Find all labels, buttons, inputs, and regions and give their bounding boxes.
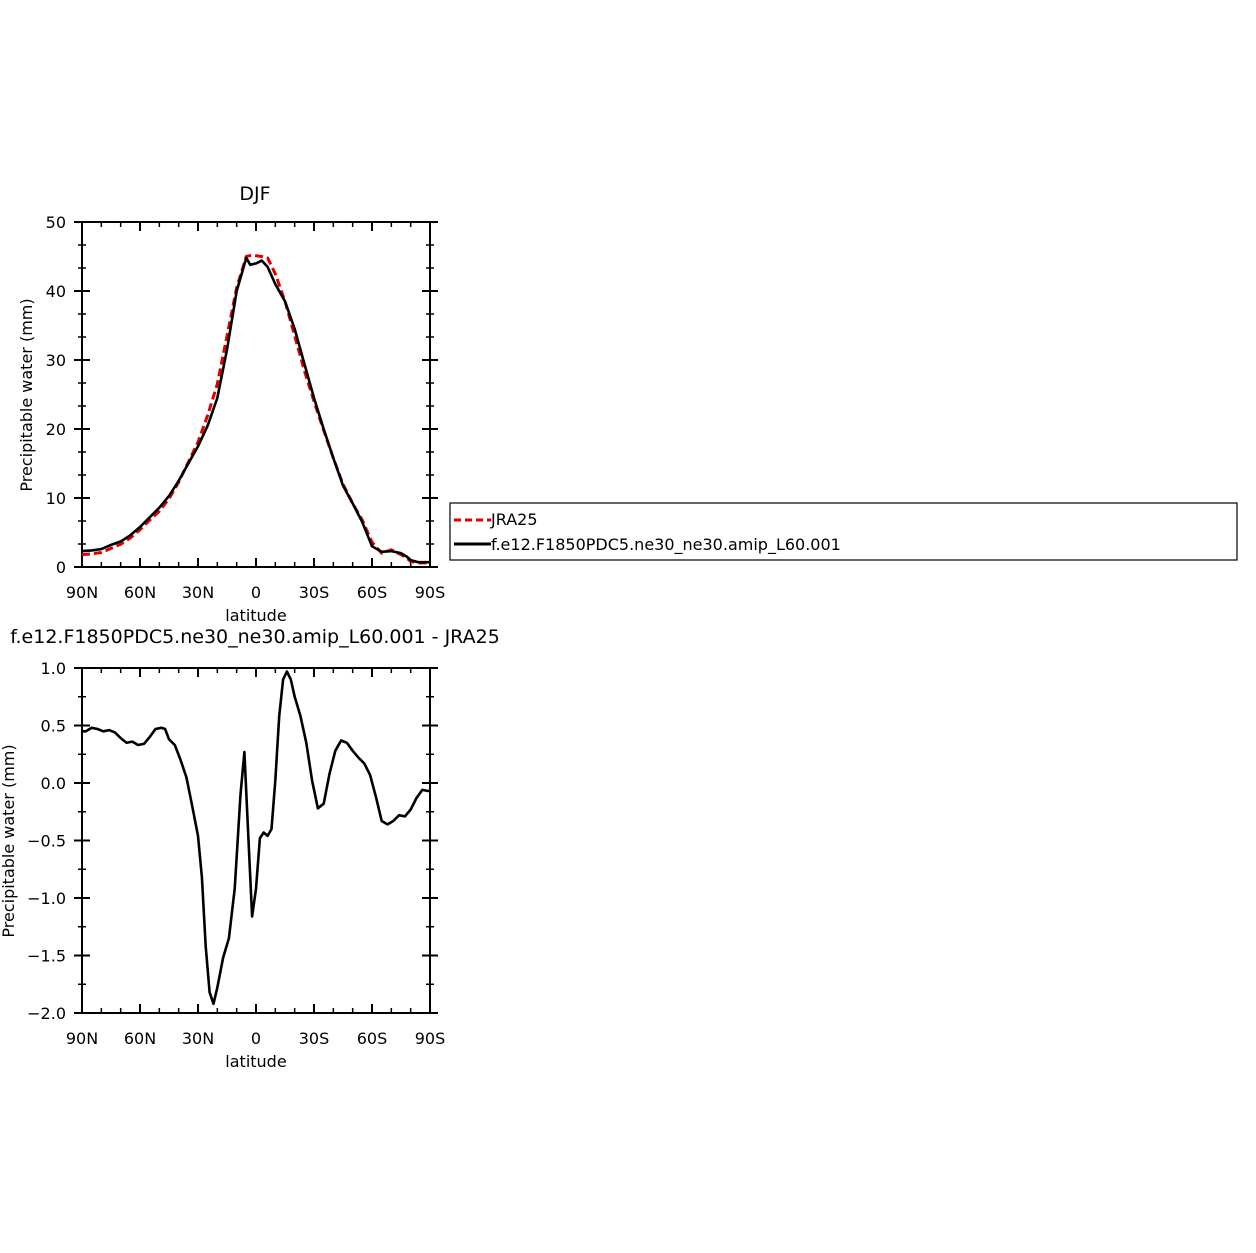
y-tick-label: 1.0 [41, 659, 66, 678]
panel-title: DJF [239, 183, 270, 205]
x-tick-labels: 90N 60N 30N 0 30S 60S 90S [66, 1029, 445, 1048]
legend-label-model: f.e12.F1850PDC5.ne30_ne30.amip_L60.001 [491, 535, 841, 555]
y-tick-label: −1.0 [27, 889, 66, 908]
y-tick-label: 40 [46, 282, 66, 301]
y-tick-label: −1.5 [27, 947, 66, 966]
panel-difference: f.e12.F1850PDC5.ne30_ne30.amip_L60.001 -… [0, 626, 500, 1071]
series-lines [82, 670, 430, 1006]
y-tick-label: −2.0 [27, 1004, 66, 1023]
x-tick-label: 60S [357, 583, 388, 602]
legend: JRA25 f.e12.F1850PDC5.ne30_ne30.amip_L60… [449, 502, 1238, 561]
x-tick-label: 90N [66, 1029, 98, 1048]
y-tick-labels: 1.0 0.5 0.0 −0.5 −1.0 −1.5 −2.0 [27, 659, 66, 1023]
series-line-model [82, 670, 430, 1006]
x-axis-label: latitude [225, 606, 286, 625]
legend-label-jra25: JRA25 [490, 510, 538, 529]
y-axis-label: Precipitable water (mm) [17, 298, 36, 491]
panel-djf: DJF 90N 60N 30N 0 30S 60S 90S 0 10 20 30 40 50 lati… [17, 183, 445, 625]
y-tick-label: 10 [46, 489, 66, 508]
panel-title: f.e12.F1850PDC5.ne30_ne30.amip_L60.001 -… [10, 626, 500, 648]
x-tick-label: 0 [251, 583, 261, 602]
y-tick-labels: 0 10 20 30 40 50 [46, 213, 66, 577]
x-tick-label: 90N [66, 583, 98, 602]
y-tick-label: 20 [46, 420, 66, 439]
x-tick-label: 30N [182, 583, 214, 602]
series-line-jra25 [81, 253, 430, 565]
x-tick-label: 30S [299, 583, 330, 602]
legend-box [449, 502, 1238, 561]
x-tick-label: 90S [415, 1029, 446, 1048]
x-axis-label: latitude [225, 1052, 286, 1071]
x-tick-labels: 90N 60N 30N 0 30S 60S 90S [66, 583, 445, 602]
series-line-model [81, 256, 430, 564]
plot-frame [81, 221, 431, 568]
x-tick-label: 0 [251, 1029, 261, 1048]
plot-frame [81, 667, 431, 1014]
y-tick-label: 0.5 [41, 717, 66, 736]
tick-marks [74, 667, 438, 1014]
series-lines [81, 253, 430, 565]
y-tick-label: 0.0 [41, 774, 66, 793]
x-tick-label: 60N [124, 583, 156, 602]
y-axis-label: Precipitable water (mm) [0, 744, 18, 937]
x-tick-label: 30S [299, 1029, 330, 1048]
x-tick-label: 30N [182, 1029, 214, 1048]
x-tick-label: 90S [415, 583, 446, 602]
y-tick-label: −0.5 [27, 832, 66, 851]
y-tick-label: 50 [46, 213, 66, 232]
x-tick-label: 60S [357, 1029, 388, 1048]
x-tick-label: 60N [124, 1029, 156, 1048]
y-tick-label: 30 [46, 351, 66, 370]
tick-marks [74, 221, 438, 568]
y-tick-label: 0 [56, 558, 66, 577]
